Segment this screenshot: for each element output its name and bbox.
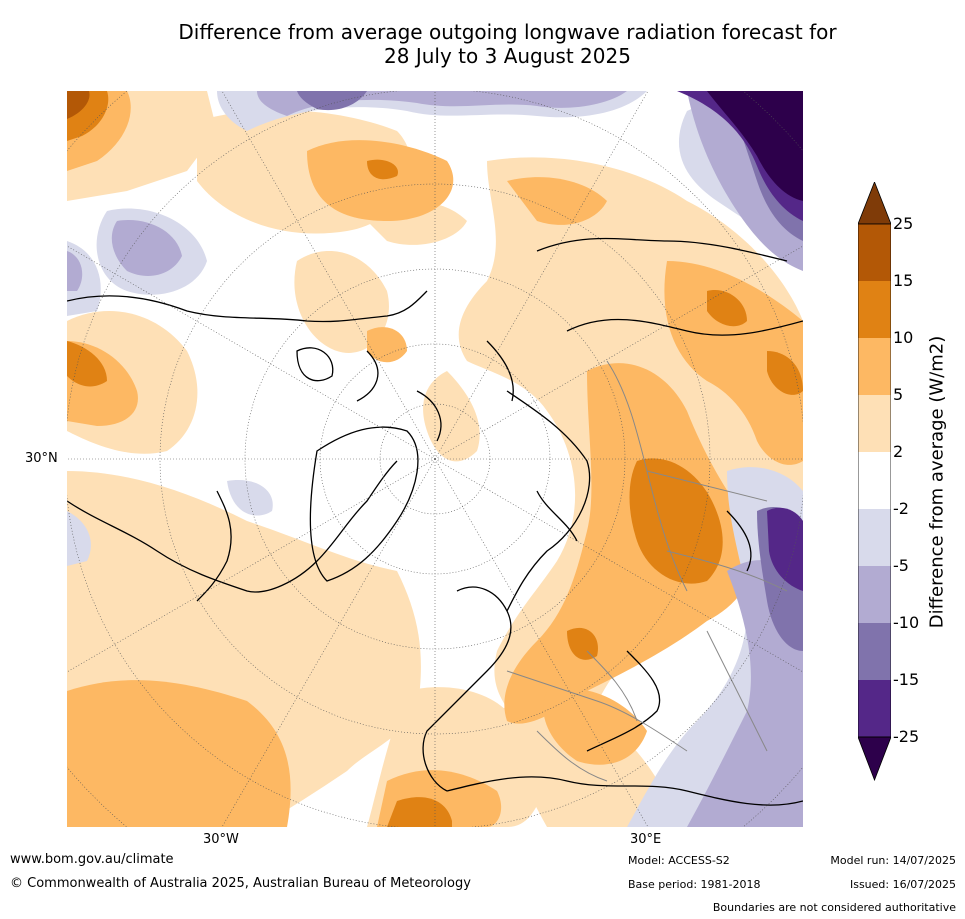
disclaimer-text: Boundaries are not considered authoritat… [712,901,956,914]
colorbar-extend-high [857,180,892,225]
lon-label-30e: 30°E [630,832,662,847]
colorbar-bin-2-5 [858,395,891,452]
country-borders [506,360,788,782]
colorbar-title: Difference from average (W/m2) [926,335,948,629]
colorbar-bin-neg25-neg15 [858,680,891,737]
colorbar-graphic [857,180,892,782]
map-title: Difference from average outgoing longwav… [0,20,965,68]
title-line-1: Difference from average outgoing longwav… [178,20,837,44]
anomaly-10-15-regions [67,91,803,827]
colorbar-tick-25: 25 [893,214,914,233]
anomaly-15-25-regions [67,91,90,119]
colorbar-bin-neg15-neg10 [858,623,891,680]
model-run-text: Model run: 14/07/2025 [830,854,956,867]
issued-text: Issued: 16/07/2025 [849,878,956,891]
website-link[interactable]: www.bom.gov.au/climate [10,852,174,867]
colorbar-bin-5-10 [858,338,891,395]
colorbar-tick-10: 10 [893,328,914,347]
colorbar-bin-10-15 [858,281,891,338]
colorbar-bin-15-25 [858,224,891,281]
anomaly-map [67,91,803,827]
graticule [67,91,803,827]
colorbar-bin-neg2-2 [858,452,891,509]
colorbar-extend-low [857,736,892,782]
colorbar-tick-neg10: -10 [893,613,920,632]
colorbar [857,180,892,782]
colorbar-tick-2: 2 [893,442,904,461]
colorbar-tick-neg25: -25 [893,727,920,746]
coastlines [67,237,803,806]
anomaly-below-neg25-regions [707,91,803,201]
colorbar-tick-5: 5 [893,385,904,404]
title-line-2: 28 July to 3 August 2025 [384,44,631,68]
colorbar-tick-neg2: -2 [893,499,909,518]
model-text: Model: ACCESS-S2 [628,854,730,867]
colorbar-bin-neg5-neg2 [858,509,891,566]
base-period-text: Base period: 1981-2018 [628,878,761,891]
copyright-text: © Commonwealth of Australia 2025, Austra… [10,876,471,891]
anomaly-5-10-regions [67,91,803,827]
colorbar-bin-neg10-neg5 [858,566,891,623]
lat-label-30n: 30°N [25,451,58,466]
colorbar-tick-neg15: -15 [893,670,920,689]
map-canvas [67,91,803,827]
lon-label-30w: 30°W [203,832,239,847]
colorbar-tick-neg5: -5 [893,556,909,575]
colorbar-tick-15: 15 [893,271,914,290]
